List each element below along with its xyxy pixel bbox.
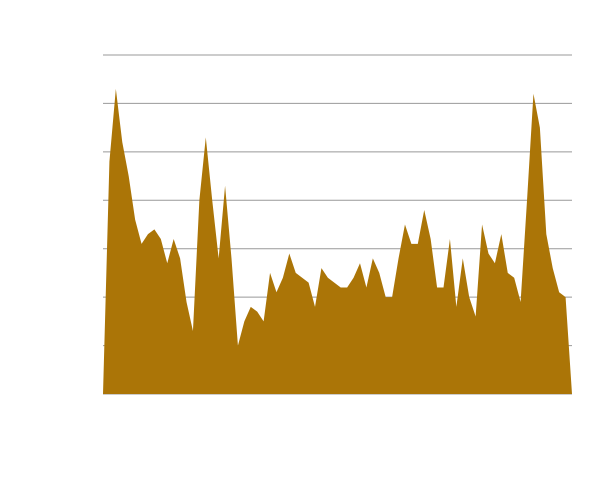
area [103, 88, 572, 395]
